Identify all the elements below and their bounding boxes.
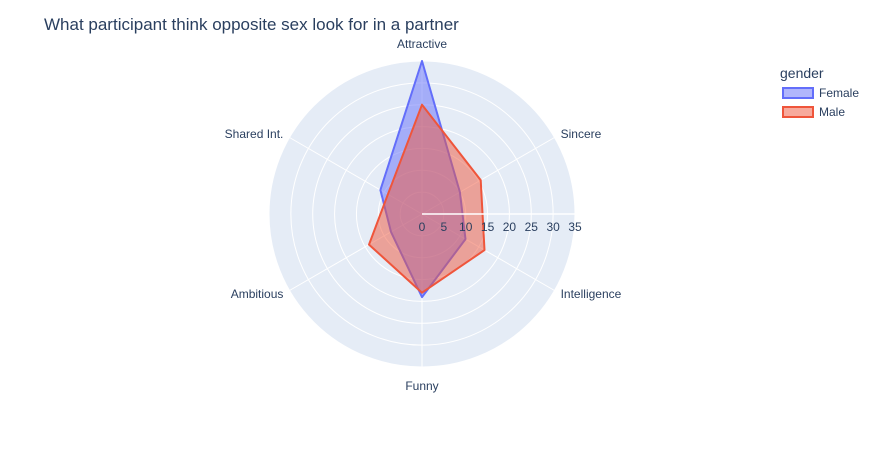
radial-tick-label: 10 xyxy=(459,220,473,234)
legend-title: gender xyxy=(780,65,824,81)
radial-tick-label: 35 xyxy=(568,220,582,234)
category-label: Ambitious xyxy=(231,287,284,301)
legend: gender Female Male xyxy=(780,65,859,119)
legend-swatch-male[interactable] xyxy=(782,106,814,118)
chart-title: What participant think opposite sex look… xyxy=(44,15,459,34)
category-label: Shared Int. xyxy=(225,127,284,141)
category-label: Attractive xyxy=(397,37,447,51)
category-label: Intelligence xyxy=(561,287,622,301)
radial-tick-label: 20 xyxy=(503,220,517,234)
legend-label-female[interactable]: Female xyxy=(819,86,859,100)
legend-swatch-female[interactable] xyxy=(782,87,814,99)
radial-tick-label: 0 xyxy=(419,220,426,234)
legend-label-male[interactable]: Male xyxy=(819,105,845,119)
polar-plot-area: 0 5 10 15 20 25 30 35 Attractive Sincere Intellige… xyxy=(225,37,622,393)
radial-tick-label: 25 xyxy=(525,220,539,234)
radial-tick-label: 30 xyxy=(546,220,560,234)
radial-tick-label: 15 xyxy=(481,220,495,234)
category-label: Sincere xyxy=(561,127,602,141)
radial-tick-label: 5 xyxy=(441,220,448,234)
series-male-area[interactable] xyxy=(368,103,486,294)
category-label: Funny xyxy=(405,379,438,393)
